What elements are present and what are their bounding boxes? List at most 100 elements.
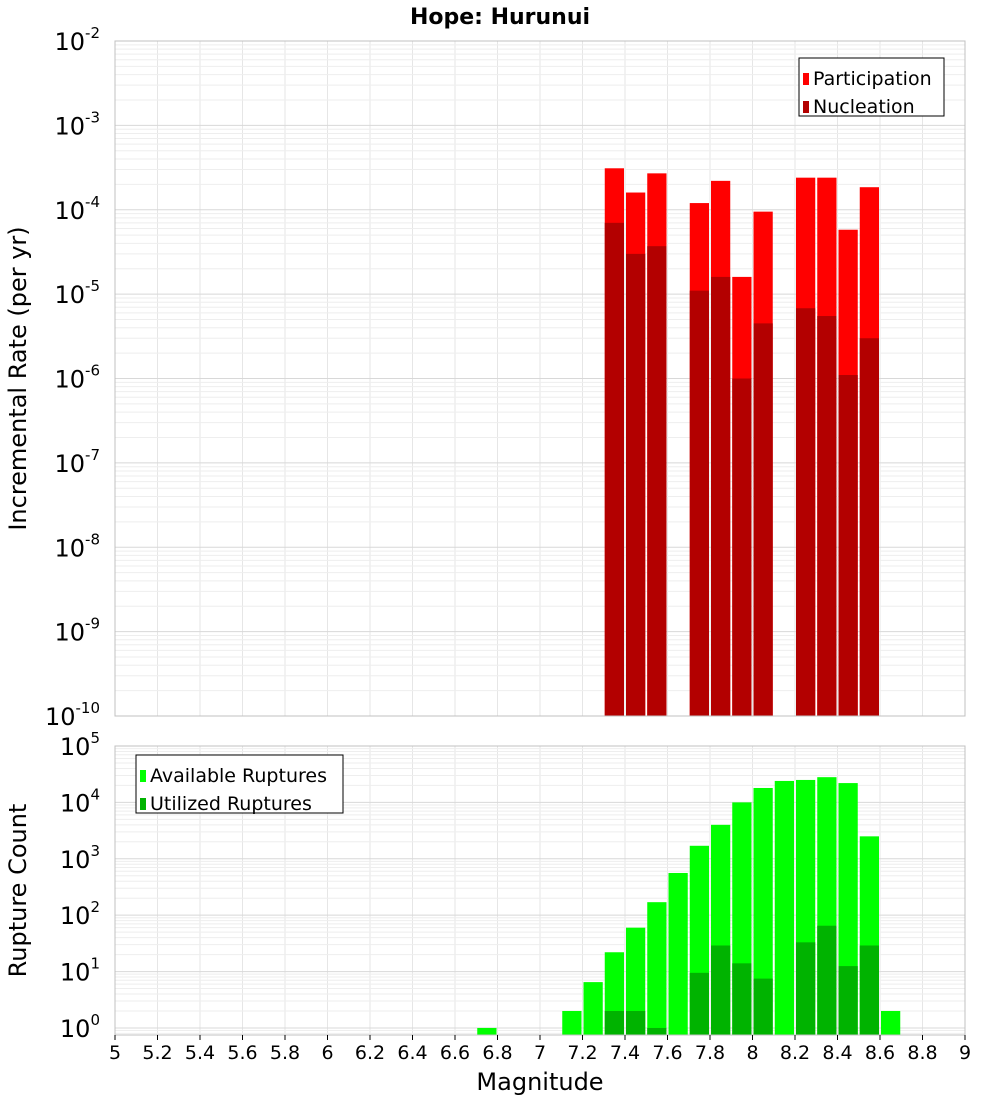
x-tick-label: 9: [959, 1042, 971, 1064]
y-tick-exponent: -8: [85, 530, 100, 548]
y-tick-exponent: 1: [90, 955, 100, 973]
top-y-axis-label: Incremental Rate (per yr): [4, 226, 32, 530]
nucleation-bar: [711, 276, 731, 716]
y-tick-exponent: 5: [90, 729, 100, 747]
nucleation-bar: [689, 290, 709, 716]
nucleation-bar: [817, 316, 837, 716]
utilized-bar: [753, 978, 773, 1035]
x-tick-label: 6.8: [482, 1042, 512, 1064]
y-tick-label: 10-10: [45, 699, 100, 731]
nucleation-bar: [604, 222, 624, 716]
y-tick-exponent: -5: [85, 277, 100, 295]
legend: Participation Nucleation: [798, 57, 945, 118]
y-tick-label: 102: [60, 898, 100, 930]
available-bar: [753, 787, 773, 1035]
y-tick-label: 101: [60, 955, 100, 987]
y-tick-label: 10-4: [54, 193, 100, 225]
legend-label: Participation: [813, 68, 932, 90]
y-tick-exponent: -10: [76, 699, 101, 717]
y-tick-base: 10: [54, 534, 85, 562]
y-tick-label: 10-7: [54, 446, 100, 478]
legend-swatch: [140, 770, 146, 782]
x-tick-label: 6: [321, 1042, 333, 1064]
utilized-bar: [732, 963, 752, 1035]
x-tick-label: 5: [109, 1042, 121, 1064]
y-tick-label: 103: [60, 842, 100, 874]
available-bar: [647, 902, 667, 1035]
nucleation-bar: [732, 378, 752, 716]
grid-lines: [114, 40, 966, 717]
y-tick-base: 10: [60, 846, 91, 874]
utilized-bar: [796, 942, 816, 1035]
available-bar: [477, 1027, 497, 1035]
legend-swatch: [803, 73, 809, 85]
y-tick-label: 105: [60, 729, 100, 761]
x-tick-label: 7.8: [695, 1042, 725, 1064]
nucleation-bar: [626, 253, 646, 716]
x-tick-label: 5.4: [185, 1042, 215, 1064]
y-tick-label: 100: [60, 1011, 100, 1043]
chart-title: Hope: Hurunui: [410, 5, 590, 30]
y-tick-exponent: -3: [85, 108, 100, 126]
utilized-bar: [711, 945, 731, 1035]
x-tick-label: 6.2: [355, 1042, 385, 1064]
x-tick-label: 8.4: [822, 1042, 852, 1064]
y-tick-exponent: 0: [90, 1011, 100, 1029]
x-tick-label: 5.6: [227, 1042, 257, 1064]
legend-swatch: [803, 101, 809, 113]
available-bar: [626, 927, 646, 1035]
y-tick-base: 10: [60, 733, 91, 761]
y-tick-exponent: -2: [85, 24, 100, 42]
available-bar: [774, 780, 794, 1035]
x-tick-label: 6.4: [397, 1042, 427, 1064]
y-tick-label: 10-6: [54, 362, 100, 394]
y-tick-base: 10: [54, 450, 85, 478]
y-tick-base: 10: [45, 703, 76, 731]
x-tick-label: 6.6: [440, 1042, 470, 1064]
available-bar: [881, 1010, 901, 1035]
top-plot-frame: [114, 40, 966, 717]
x-axis-label: Magnitude: [476, 1068, 603, 1096]
y-tick-exponent: 3: [90, 842, 100, 860]
legend-swatch: [140, 798, 146, 810]
x-tick-label: 5.2: [142, 1042, 172, 1064]
utilized-series: [604, 925, 879, 1035]
legend: Available Ruptures Utilized Ruptures: [135, 754, 344, 815]
legend-label: Nucleation: [813, 96, 915, 118]
nucleation-bar: [753, 323, 773, 716]
y-tick-base: 10: [54, 281, 85, 309]
y-tick-base: 10: [54, 366, 85, 394]
available-bar: [562, 1010, 582, 1035]
y-tick-label: 104: [60, 785, 100, 817]
utilized-bar: [604, 1010, 624, 1035]
available-bar: [583, 982, 603, 1035]
available-series: [477, 777, 901, 1035]
y-tick-label: 10-5: [54, 277, 100, 309]
y-tick-label: 10-9: [54, 615, 100, 647]
x-tick-label: 8.6: [865, 1042, 895, 1064]
x-tick-label: 8.2: [780, 1042, 810, 1064]
legend-label: Utilized Ruptures: [150, 793, 312, 815]
y-tick-exponent: 4: [90, 785, 100, 803]
utilized-bar: [626, 1010, 646, 1035]
x-tick-label: 7: [534, 1042, 546, 1064]
y-tick-label: 10-2: [54, 24, 100, 56]
x-tick-label: 7.6: [652, 1042, 682, 1064]
bottom-y-axis-label: Rupture Count: [4, 804, 32, 978]
y-tick-exponent: -4: [85, 193, 100, 211]
legend-box: [135, 754, 344, 814]
utilized-bar: [817, 925, 837, 1035]
nucleation-series: [604, 222, 879, 716]
nucleation-bar: [647, 246, 667, 716]
x-tick-label: 8: [746, 1042, 758, 1064]
y-tick-label: 10-3: [54, 108, 100, 140]
legend-label: Available Ruptures: [150, 765, 327, 787]
nucleation-bar: [838, 375, 858, 716]
available-bar: [668, 872, 688, 1035]
y-tick-base: 10: [54, 28, 85, 56]
y-tick-base: 10: [54, 619, 85, 647]
utilized-bar: [689, 972, 709, 1035]
y-tick-exponent: -6: [85, 362, 100, 380]
